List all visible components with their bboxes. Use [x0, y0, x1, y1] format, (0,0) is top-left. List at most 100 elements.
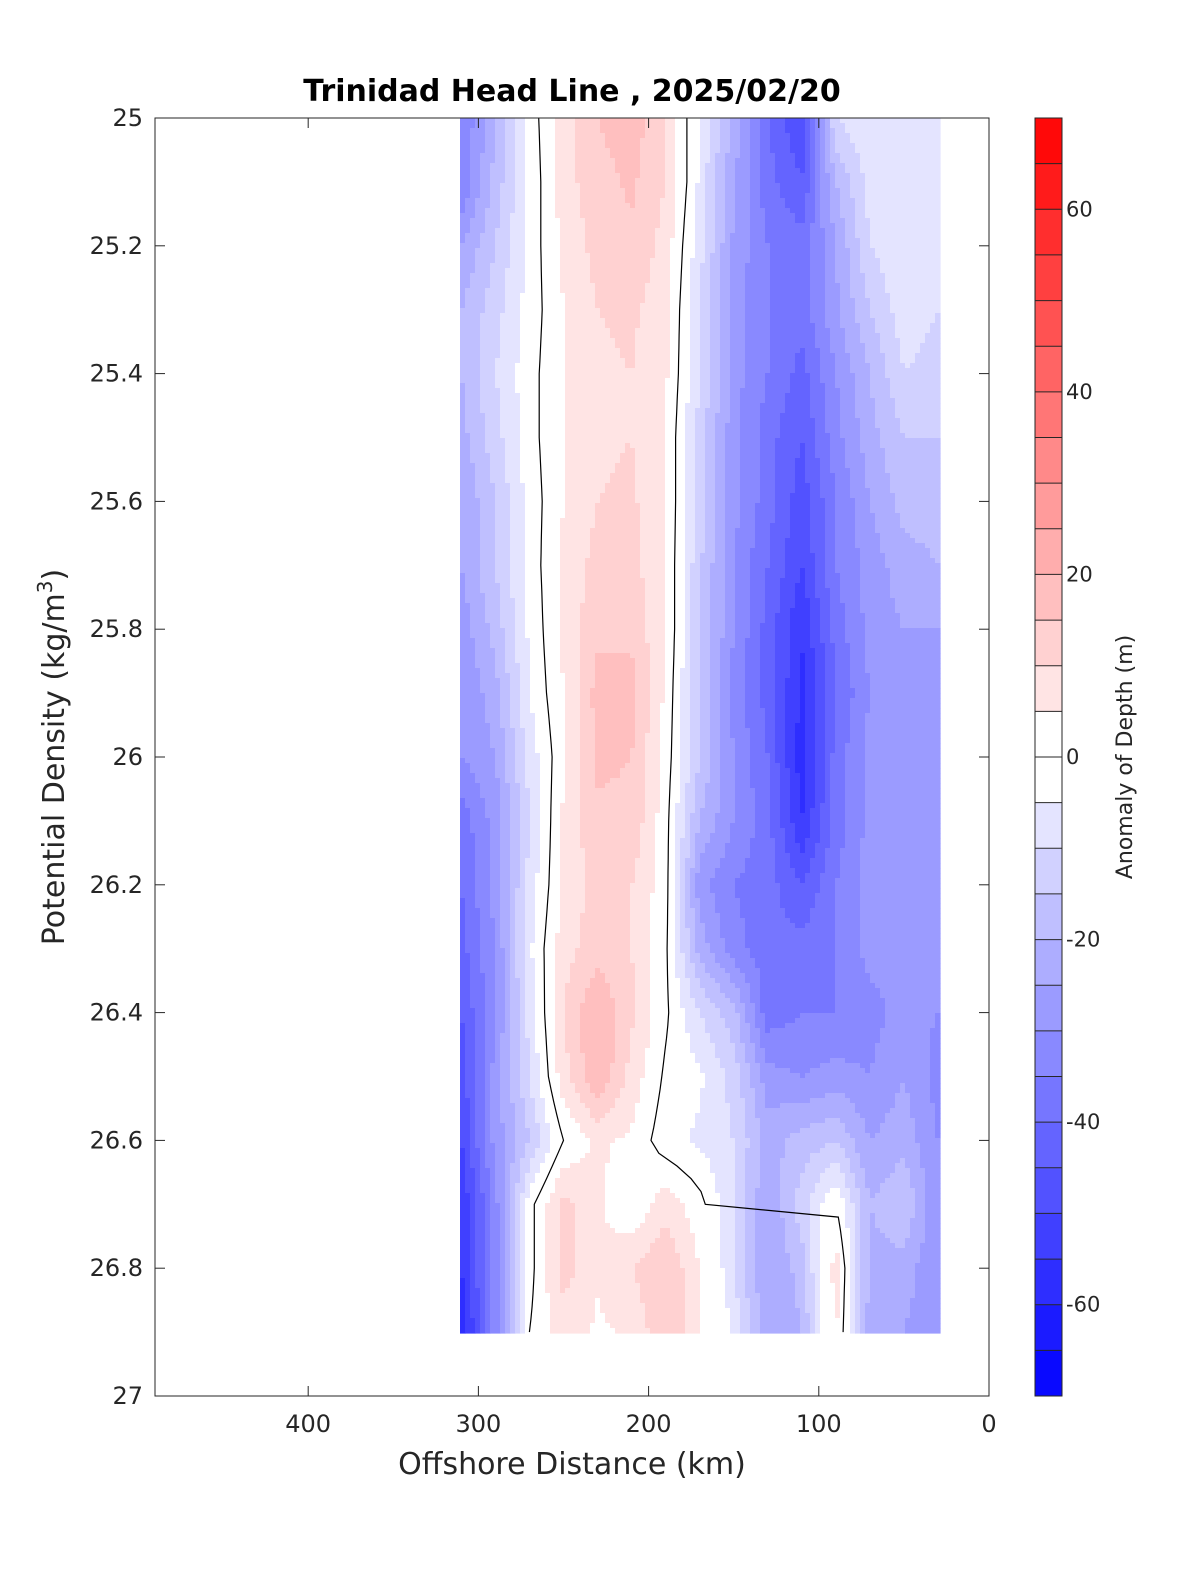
- contour-cell: [475, 833, 491, 839]
- contour-cell: [645, 818, 656, 824]
- contour-cell: [555, 998, 566, 1004]
- contour-cell: [870, 393, 891, 399]
- contour-cell: [670, 743, 681, 749]
- contour-cell: [740, 438, 761, 444]
- contour-cell: [460, 458, 471, 464]
- contour-cell: [505, 178, 516, 184]
- contour-cell: [870, 693, 941, 699]
- contour-cell: [480, 583, 501, 589]
- contour-cell: [710, 768, 721, 774]
- contour-cell: [710, 613, 726, 619]
- contour-cell: [480, 788, 501, 794]
- contour-cell: [865, 178, 941, 184]
- contour-cell: [830, 758, 846, 764]
- contour-cell: [875, 513, 901, 519]
- contour-cell: [725, 443, 741, 449]
- contour-cell: [860, 928, 941, 934]
- contour-cell: [485, 433, 501, 439]
- contour-cell: [775, 708, 786, 714]
- contour-cell: [675, 183, 686, 189]
- contour-cell: [565, 308, 601, 314]
- contour-cell: [770, 253, 811, 259]
- contour-cell: [700, 568, 711, 574]
- contour-cell: [735, 883, 781, 889]
- contour-cell: [540, 603, 561, 609]
- contour-cell: [825, 743, 836, 749]
- contour-cell: [665, 658, 676, 664]
- contour-cell: [580, 683, 596, 689]
- contour-cell: [650, 898, 671, 904]
- contour-cell: [640, 308, 671, 314]
- contour-cell: [810, 518, 826, 524]
- contour-cell: [680, 753, 691, 759]
- contour-cell: [710, 303, 721, 309]
- contour-cell: [525, 958, 536, 964]
- contour-cell: [465, 388, 481, 394]
- contour-cell: [710, 748, 721, 754]
- contour-cell: [670, 773, 681, 779]
- contour-cell: [800, 578, 806, 584]
- contour-cell: [460, 748, 496, 754]
- contour-cell: [765, 1023, 786, 1029]
- contour-cell: [540, 778, 551, 784]
- contour-cell: [715, 533, 726, 539]
- contour-cell: [735, 758, 751, 764]
- contour-cell: [820, 203, 831, 209]
- contour-cell: [760, 698, 776, 704]
- contour-cell: [460, 243, 481, 249]
- contour-cell: [800, 658, 806, 664]
- contour-cell: [850, 283, 866, 289]
- contour-cell: [565, 1003, 581, 1009]
- contour-cell: [795, 473, 806, 479]
- contour-cell: [785, 688, 801, 694]
- contour-cell: [705, 468, 716, 474]
- contour-cell: [830, 133, 836, 139]
- contour-cell: [505, 988, 511, 994]
- contour-cell: [720, 723, 731, 729]
- contour-cell: [695, 973, 711, 979]
- contour-cell: [860, 573, 891, 579]
- contour-cell: [715, 203, 726, 209]
- contour-cell: [690, 688, 701, 694]
- contour-cell: [505, 278, 526, 284]
- contour-cell: [805, 368, 821, 374]
- contour-cell: [775, 663, 791, 669]
- contour-cell: [730, 723, 746, 729]
- contour-cell: [680, 363, 691, 369]
- contour-cell: [615, 343, 636, 349]
- contour-cell: [620, 183, 636, 189]
- contour-cell: [530, 818, 541, 824]
- contour-cell: [865, 473, 891, 479]
- contour-cell: [470, 438, 486, 444]
- contour-cell: [575, 118, 601, 124]
- contour-cell: [780, 893, 816, 899]
- contour-cell: [540, 168, 556, 174]
- contour-cell: [815, 713, 826, 719]
- contour-cell: [545, 653, 561, 659]
- contour-cell: [545, 643, 561, 649]
- contour-cell: [490, 263, 511, 269]
- contour-cell: [730, 733, 751, 739]
- contour-cell: [595, 973, 606, 979]
- contour-cell: [825, 698, 836, 704]
- contour-cell: [855, 498, 871, 504]
- contour-cell: [525, 508, 541, 514]
- contour-cell: [745, 293, 771, 299]
- contour-cell: [495, 513, 511, 519]
- contour-cell: [790, 768, 796, 774]
- contour-cell: [780, 428, 816, 434]
- contour-cell: [525, 193, 541, 199]
- contour-cell: [695, 788, 706, 794]
- contour-cell: [495, 368, 516, 374]
- contour-cell: [475, 198, 491, 204]
- contour-cell: [675, 808, 686, 814]
- contour-cell: [665, 698, 676, 704]
- contour-cell: [565, 783, 581, 789]
- contour-cell: [825, 768, 831, 774]
- contour-cell: [580, 193, 626, 199]
- contour-cell: [740, 408, 761, 414]
- contour-cell: [665, 633, 676, 639]
- contour-cell: [880, 533, 911, 539]
- contour-cell: [610, 778, 646, 784]
- contour-cell: [530, 813, 541, 819]
